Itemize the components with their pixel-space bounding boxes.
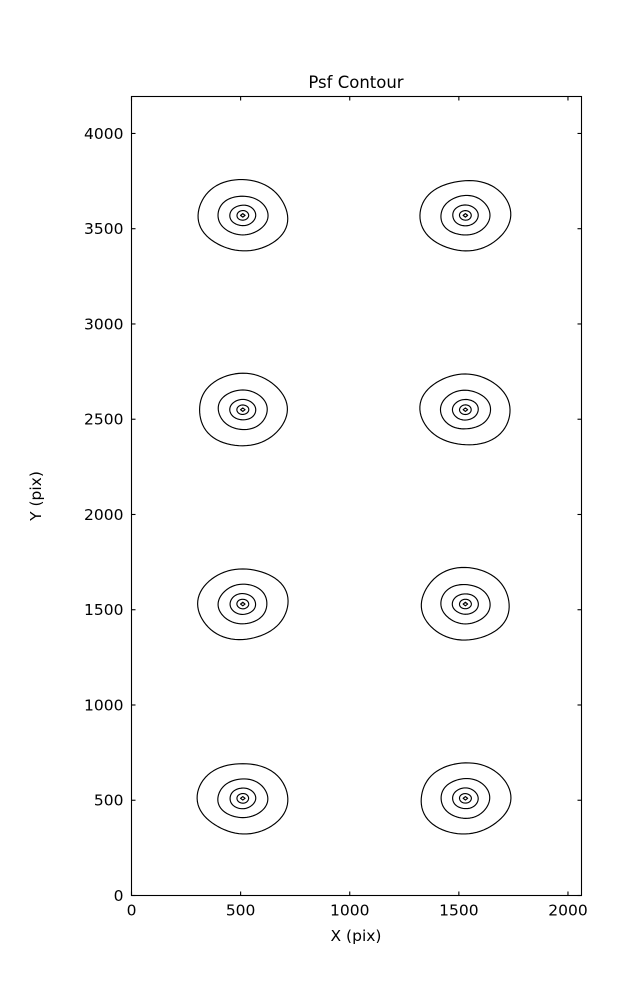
- contour-level-3: [458, 793, 472, 804]
- y-tick-label: 4000: [84, 125, 123, 143]
- y-tick-label: 1000: [84, 696, 123, 714]
- y-tick-label: 3000: [84, 315, 123, 333]
- contour-level-3: [236, 404, 250, 415]
- contour-level-3: [236, 209, 250, 221]
- psf-source-contour: [420, 762, 512, 835]
- contour-level-2: [452, 204, 479, 227]
- psf-source-contour: [197, 179, 289, 252]
- contour-level-1: [217, 583, 268, 625]
- contour-level-2: [229, 593, 257, 615]
- contour-level-4: [239, 213, 246, 218]
- contour-level-3: [236, 598, 250, 610]
- contour-level-0: [197, 568, 289, 641]
- contour-level-2: [451, 593, 479, 615]
- x-tick-label: 0: [127, 902, 137, 920]
- contour-level-1: [439, 389, 492, 430]
- contour-level-0: [420, 762, 512, 835]
- contour-level-0: [420, 566, 510, 641]
- psf-source-contour: [196, 763, 289, 835]
- y-tick-label: 1500: [84, 601, 123, 619]
- y-tick-label: 500: [94, 792, 124, 810]
- contour-level-4: [239, 796, 246, 801]
- y-tick-labels: 0 500 1000 1500 2000 2500 3000 3500 4000: [84, 125, 123, 905]
- psf-source-contour: [420, 566, 510, 641]
- y-axis-title: Y (pix): [27, 471, 45, 522]
- contour-level-2: [229, 204, 257, 227]
- contour-level-3: [236, 792, 250, 804]
- contour-level-4: [462, 213, 469, 218]
- psf-source-contour: [197, 568, 289, 641]
- contour-level-0: [419, 373, 511, 446]
- axes-spines: [130, 95, 583, 897]
- x-axis-title: X (pix): [331, 927, 382, 945]
- x-tick-label: 2000: [548, 902, 587, 920]
- chart-title: Psf Contour: [308, 73, 403, 92]
- contour-level-0: [197, 179, 289, 252]
- contour-level-3: [458, 404, 472, 416]
- contour-level-3: [458, 210, 472, 221]
- x-tick-marks: [130, 96, 569, 896]
- contour-level-1: [217, 195, 269, 236]
- contour-level-2: [229, 787, 257, 810]
- y-tick-label: 2000: [84, 506, 123, 524]
- contour-level-1: [440, 194, 491, 236]
- contour-level-1: [440, 583, 491, 625]
- x-tick-label: 1000: [330, 902, 369, 920]
- contour-level-4: [462, 601, 469, 607]
- psf-source-contour: [199, 372, 288, 447]
- contour-level-1: [217, 389, 268, 431]
- x-tick-labels: 0 500 1000 1500 2000: [127, 902, 588, 920]
- y-tick-marks: [131, 132, 582, 897]
- contour-level-0: [199, 372, 288, 447]
- contour-level-4: [462, 407, 469, 413]
- contour-level-2: [452, 787, 479, 810]
- x-tick-label: 1500: [439, 902, 478, 920]
- y-tick-label: 2500: [84, 411, 123, 429]
- x-tick-label: 500: [226, 902, 256, 920]
- y-tick-label: 3500: [84, 220, 123, 238]
- psf-source-contour: [419, 180, 512, 252]
- contour-level-1: [440, 777, 491, 819]
- contour-level-3: [458, 598, 472, 610]
- psf-source-contour: [419, 373, 511, 446]
- y-tick-label: 0: [114, 887, 124, 905]
- contour-level-1: [217, 778, 269, 819]
- contour-level-2: [229, 398, 257, 421]
- contour-level-4: [239, 407, 246, 413]
- contour-level-0: [419, 180, 512, 252]
- contour-level-4: [462, 796, 469, 801]
- contour-groups: [196, 179, 512, 835]
- axes-frame: [130, 95, 583, 897]
- contour-series: [196, 179, 512, 835]
- contour-level-2: [451, 398, 479, 421]
- contour-level-0: [196, 763, 289, 835]
- contour-level-4: [239, 601, 246, 607]
